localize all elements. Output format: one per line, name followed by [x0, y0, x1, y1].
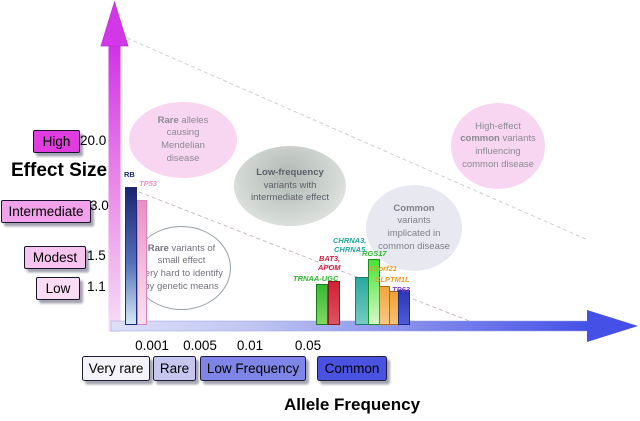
x-tick-0005: 0.005 — [183, 338, 217, 353]
x-tick-001: 0.01 — [236, 338, 264, 353]
bar-tp63 — [398, 290, 410, 325]
bubble-common-variants: Common variants implicated in common dis… — [366, 185, 462, 271]
bubble-text-line: variants with — [263, 179, 317, 191]
gene-label-bat3: BAT3, — [319, 254, 341, 263]
bubble-text-line: Low-frequency — [234, 167, 346, 180]
bubble-text-line: disease — [166, 152, 200, 164]
bubble-text-line: Mendelian — [161, 140, 205, 151]
bar-tp53 — [137, 200, 147, 325]
y-axis-arrow-shaft — [108, 42, 121, 332]
x-axis-arrow-shaft — [110, 320, 590, 332]
gene-label-chrna5: CHRNA5 — [334, 245, 366, 254]
bubble-text-line: High-effect — [475, 120, 521, 132]
effect-level-label: Modest — [32, 250, 78, 265]
bubble-text: variants — [499, 133, 536, 145]
bubble-text-bold: Common — [393, 202, 435, 214]
gene-label-c3orf21: C3orf21 — [369, 264, 397, 273]
effect-level-box-low: Low — [36, 277, 80, 300]
bar-bat3-apom — [328, 281, 340, 325]
bubble-text-line: common variants — [451, 133, 545, 146]
frequency-category-rare: Rare — [153, 356, 196, 381]
y-axis-arrowhead-icon — [100, 0, 129, 47]
bubble-text-line: Common — [366, 203, 462, 216]
frequency-category-low-frequency: Low Frequency — [200, 356, 306, 381]
bubble-text-line: very hard to identify — [140, 268, 223, 279]
effect-level-label: Intermediate — [8, 204, 84, 219]
bubble-text-bold: Low-frequency — [256, 167, 324, 179]
bar-chrna3-chrna5 — [355, 277, 369, 325]
effect-value-low: 1.1 — [87, 279, 106, 294]
y-axis-title: Effect Size — [11, 160, 108, 181]
effect-level-box-intermediate: Intermediate — [1, 200, 91, 223]
effect-level-box-modest: Modest — [24, 246, 86, 269]
x-axis-title: Allele Frequency — [283, 395, 421, 414]
bubble-text-line: causing — [166, 127, 200, 139]
bubble-text-bold: common — [460, 133, 500, 145]
bubble-high-effect-common: High-effect common variants influencing … — [451, 103, 545, 189]
effect-value-high: 20.0 — [80, 133, 107, 148]
effect-value-modest: 1.5 — [87, 248, 106, 263]
bubble-text-line: by genetic means — [144, 280, 219, 292]
bubble-text-line: variants — [397, 215, 431, 227]
bubble-low-frequency: Low-frequency variants with intermediate… — [234, 146, 346, 226]
bubble-text-line: implicated in — [387, 228, 441, 239]
x-tick-0001: 0.001 — [135, 338, 169, 353]
bubble-rare-mendelian: Rare alleles causing Mendelian disease — [129, 102, 237, 178]
bubble-text-line: Rare variants of — [133, 243, 230, 256]
gene-label-clptm1l: CLPTM1L — [375, 275, 410, 284]
bar-trnaa-ugc — [316, 284, 328, 325]
gene-label-chrna3: CHRNA3, — [333, 236, 367, 245]
bar-rb — [125, 187, 137, 325]
x-tick-005: 0.05 — [294, 338, 322, 353]
bubble-text-line: common disease — [462, 158, 534, 170]
effect-value-intermediate: 3.0 — [90, 198, 109, 213]
bubble-text-line: small effect — [157, 255, 206, 267]
frequency-category-label: Low Frequency — [206, 361, 300, 376]
frequency-category-label: Common — [324, 361, 380, 376]
bubble-text-line: influencing — [475, 146, 521, 157]
gene-label-rgs17: RGS17 — [362, 249, 387, 258]
bubble-text-bold: Rare — [157, 114, 179, 126]
bubble-text-line: common disease — [378, 240, 450, 252]
gene-label-tp63: TP63 — [392, 285, 410, 294]
gene-label-trnaa-ugc: TRNAA-UGC — [293, 274, 339, 283]
bubble-text-line: Rare alleles — [129, 115, 237, 128]
effect-level-label: High — [42, 134, 71, 149]
bubble-text-bold: Rare — [147, 242, 169, 254]
bubble-text: alleles — [178, 114, 209, 126]
frequency-category-very-rare: Very rare — [82, 356, 150, 381]
frequency-category-label: Rare — [159, 361, 190, 376]
gene-label-tp53: TP53 — [139, 179, 157, 188]
lower-diagonal-dashed-line — [138, 191, 473, 323]
frequency-category-label: Very rare — [88, 361, 144, 376]
bubble-text: variants of — [168, 242, 216, 254]
gene-label-apom: APOM — [318, 263, 341, 272]
bubble-text-line: intermediate effect — [251, 192, 329, 204]
frequency-category-common: Common — [317, 356, 387, 381]
effect-level-box-high: High — [33, 130, 80, 153]
bubble-rare-small-effect: Rare variants of small effect very hard … — [132, 226, 231, 310]
effect-level-label: Low — [45, 281, 71, 296]
x-axis-arrowhead-icon — [587, 310, 638, 342]
gene-label-rb: RB — [124, 170, 135, 179]
